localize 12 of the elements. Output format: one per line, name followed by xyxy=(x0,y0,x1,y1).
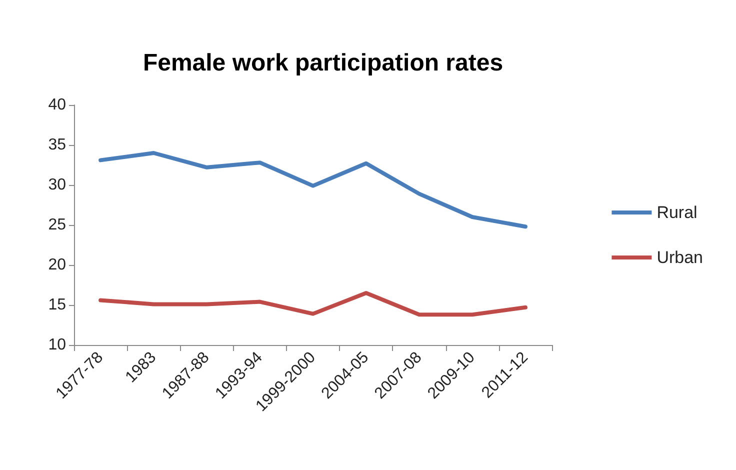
y-tick-label: 30 xyxy=(48,176,66,194)
y-tick-label: 15 xyxy=(48,296,66,314)
y-tick-label: 40 xyxy=(48,96,66,114)
y-tick-label: 10 xyxy=(48,336,66,354)
y-tick-label: 35 xyxy=(48,136,66,154)
legend-label: Rural xyxy=(656,203,698,222)
chart-title: Female work participation rates xyxy=(142,50,504,76)
y-tick-label: 25 xyxy=(48,216,66,234)
line-series xyxy=(98,291,528,317)
line-series xyxy=(98,151,528,229)
y-tick-label: 20 xyxy=(48,256,66,274)
legend-label: Urban xyxy=(656,248,704,267)
